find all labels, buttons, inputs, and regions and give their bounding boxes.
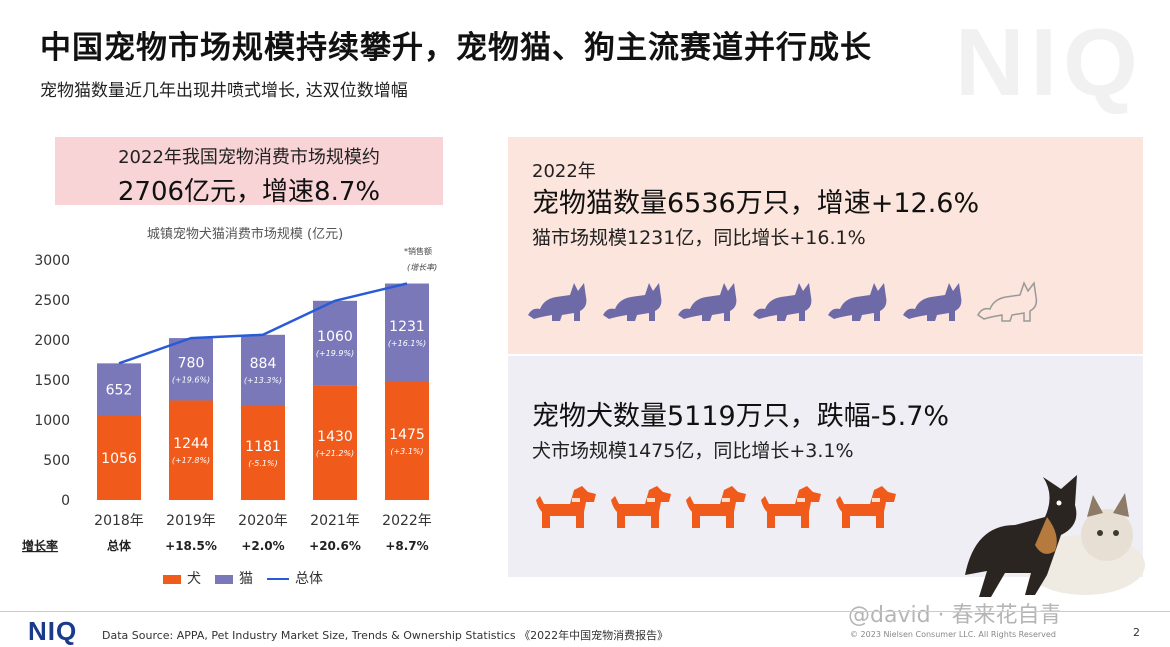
bar-dog [241,405,285,500]
cat-icon [528,283,587,321]
cat-outline-icon [977,281,1038,322]
dog-headline: 宠物犬数量5119万只，跌幅-5.7% [532,401,950,432]
cat-panel: 2022年 宠物猫数量6536万只，增速+12.6% 猫市场规模1231亿，同比… [508,137,1143,354]
data-label-dog: 1056 [101,451,137,467]
dog-icon [686,486,746,528]
growth-label-dog: (+17.8%) [172,456,210,465]
dog-market-size: 犬市场规模1475亿，同比增长+3.1% [532,440,854,462]
data-label-cat: 780 [178,355,205,371]
legend-swatch-cat [215,574,233,584]
cat-icon [678,283,737,321]
x-tick-label: 2020年 [238,513,288,529]
legend-label-cat: 猫 [239,571,253,587]
growth-label-cat: (+19.6%) [172,375,210,384]
market-size-value: 2706亿元，增速8.7% [117,177,381,207]
dog-icon [611,486,671,528]
data-label-cat: 884 [250,356,277,372]
chart-title: 城镇宠物犬猫消费市场规模 (亿元) [147,226,343,242]
y-tick-label: 2000 [34,333,70,349]
chart-note-growth: (增长率) [407,263,437,272]
y-tick-label: 1000 [34,413,70,429]
dog-photo-silhouette [965,475,1077,597]
market-size-label: 2022年我国宠物消费市场规模约 [118,147,380,168]
bar-cat [385,283,429,382]
page-number: 2 [1133,626,1140,639]
y-tick-label: 2500 [34,293,70,309]
brand-watermark: NIQ [955,9,1144,116]
cat-photo-head [1081,509,1133,561]
cat-icon-row [526,277,1051,327]
cat-market-size: 猫市场规模1231亿，同比增长+16.1% [532,227,866,249]
total-growth-label: +8.7% [385,539,428,553]
legend-item-dog: 犬 [163,568,201,588]
growth-label-dog: (-5.1%) [248,459,277,468]
dog-icon [536,486,596,528]
x-tick-label: 2022年 [382,513,432,529]
market-bar-chart: 城镇宠物犬猫消费市场规模 (亿元) *销售额 (增长率) 0 500 1000 1500 20… [22,226,437,553]
footer-divider [0,611,1170,612]
x-tick-label: 2018年 [94,513,144,529]
growth-label-cat: (+16.1%) [388,339,426,348]
bar-dog [385,382,429,500]
bar-cat [97,363,141,416]
total-growth-label: +2.0% [241,539,284,553]
legend-item-cat: 猫 [215,568,253,588]
dog-and-cat-photo [965,475,1145,597]
bar-dog [97,415,141,500]
growth-label-cat: (+19.9%) [316,349,354,358]
data-label-cat: 1231 [389,319,425,335]
cat-year: 2022年 [532,161,596,182]
legend-label-total: 总体 [295,571,323,587]
data-source: Data Source: APPA, Pet Industry Market S… [102,629,669,642]
dog-icon [761,486,821,528]
total-growth-label: 总体 [107,538,132,553]
chart-legend: 犬 猫 总体 [163,568,323,588]
page-subtitle: 宠物猫数量近几年出现井喷式增长, 达双位数增幅 [40,81,408,101]
niq-logo: NIQ [28,616,78,646]
page-title: 中国宠物市场规模持续攀升，宠物猫、狗主流赛道并行成长 [40,30,872,66]
dog-panel: 宠物犬数量5119万只，跌幅-5.7% 犬市场规模1475亿，同比增长+3.1% [508,356,1143,577]
total-growth-label: +18.5% [165,539,217,553]
growth-label-dog: (+21.2%) [316,449,354,458]
dog-icon [836,486,896,528]
x-tick-label: 2019年 [166,513,216,529]
cat-headline: 宠物猫数量6536万只，增速+12.6% [532,188,980,219]
legend-item-total: 总体 [267,568,323,588]
bar-cat [169,338,213,401]
cat-icon [753,283,812,321]
legend-line-total [267,578,289,580]
growth-label-dog: (+3.1%) [390,447,423,456]
data-label-cat: 1060 [317,329,353,345]
total-line [118,282,408,365]
dog-icon-row [530,482,905,534]
data-label-dog: 1244 [173,436,209,452]
data-label-cat: 652 [106,382,133,398]
weibo-watermark: @david · 春来花自青 [848,603,1062,628]
copyright: © 2023 Nielsen Consumer LLC. All Rights … [850,630,1056,639]
y-tick-label: 1500 [34,373,70,389]
bar-dog [169,400,213,500]
growth-row-label: 增长率 [22,538,58,553]
market-size-box: 2022年我国宠物消费市场规模约 2706亿元，增速8.7% [55,137,443,207]
cat-icon [903,283,962,321]
bar-cat [241,334,285,406]
bar-dog [313,385,357,500]
y-tick-label: 0 [61,493,70,509]
x-tick-label: 2021年 [310,513,360,529]
data-label-dog: 1430 [317,429,353,445]
y-tick-label: 500 [43,453,70,469]
cat-icon [828,283,887,321]
legend-label-dog: 犬 [187,571,201,587]
total-growth-label: +20.6% [309,539,361,553]
bar-cat [313,300,357,386]
data-label-dog: 1475 [389,427,425,443]
legend-swatch-dog [163,574,181,584]
cat-icon [603,283,662,321]
growth-label-cat: (+13.3%) [244,376,282,385]
data-label-dog: 1181 [245,439,281,455]
y-tick-label: 3000 [34,253,70,269]
chart-note-sales: *销售额 [404,246,432,256]
